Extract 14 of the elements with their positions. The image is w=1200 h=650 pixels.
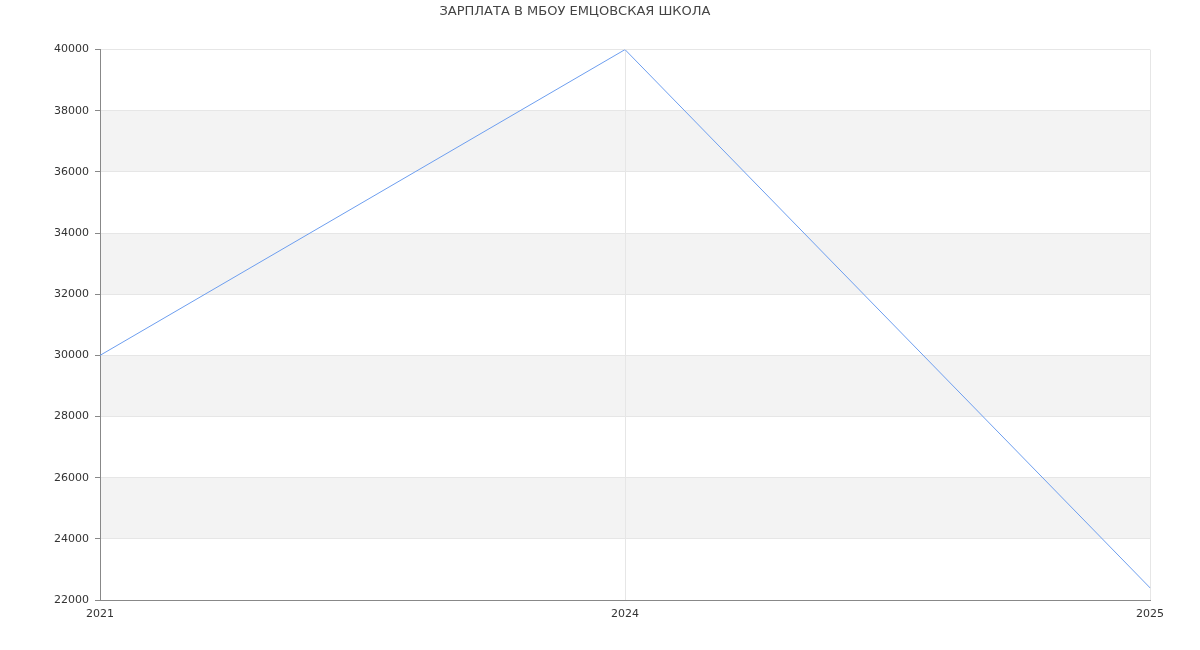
y-tick-label: 38000: [54, 103, 89, 117]
y-tick-label: 40000: [54, 42, 89, 56]
y-tick-label: 24000: [54, 531, 89, 545]
x-tick-label: 2025: [1136, 607, 1164, 621]
x-tick-label: 2024: [611, 607, 639, 621]
y-tick-label: 26000: [54, 470, 89, 484]
y-tick-label: 28000: [54, 409, 89, 423]
x-tick-label: 2021: [86, 607, 114, 621]
y-tick-label: 32000: [54, 287, 89, 301]
y-tick-label: 34000: [54, 225, 89, 239]
y-tick-label: 22000: [54, 592, 89, 606]
y-tick-label: 30000: [54, 348, 89, 362]
y-tick-label: 36000: [54, 164, 89, 178]
chart-title: ЗАРПЛАТА В МБОУ ЕМЦОВСКАЯ ШКОЛА: [439, 3, 711, 19]
